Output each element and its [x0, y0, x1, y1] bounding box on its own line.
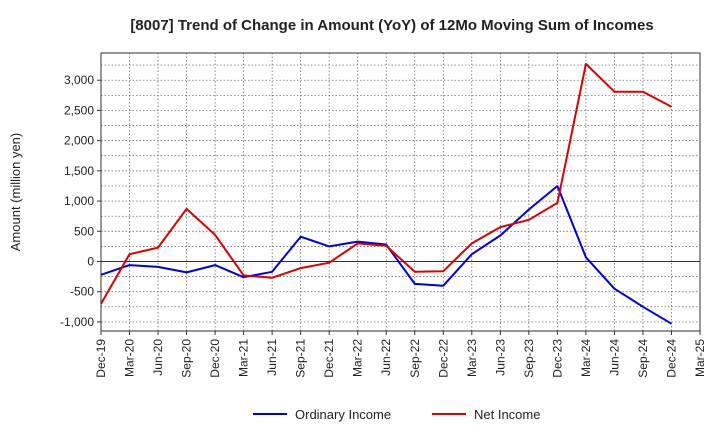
y-tick-label: 1,500	[64, 164, 94, 178]
x-tick-label: Sep-22	[408, 339, 422, 378]
x-tick-label: Mar-20	[123, 339, 137, 377]
chart-title: [8007] Trend of Change in Amount (YoY) o…	[130, 17, 653, 34]
x-tick-label: Mar-23	[465, 339, 479, 377]
x-tick-label: Sep-20	[180, 339, 194, 378]
x-tick-label: Jun-20	[151, 339, 165, 376]
plot-background	[101, 53, 700, 331]
y-tick-label: 500	[74, 224, 94, 238]
y-tick-label: 0	[87, 255, 94, 269]
y-tick-label: -500	[70, 285, 94, 299]
x-tick-label: Sep-23	[522, 339, 536, 378]
x-tick-label: Dec-24	[664, 339, 678, 378]
series-line-ordinary-income	[100, 185, 673, 325]
x-tick-label: Jun-21	[265, 339, 279, 376]
x-tick-label: Dec-19	[94, 339, 108, 378]
y-tick-label: 2,000	[64, 134, 94, 148]
y-axis-label: Amount (million yen)	[8, 133, 23, 252]
series-line-net-income	[100, 62, 672, 305]
legend-label-net-income: Net Income	[474, 407, 540, 422]
x-tick-label: Mar-25	[693, 339, 707, 377]
x-tick-label: Dec-22	[436, 339, 450, 378]
legend-label-ordinary-income: Ordinary Income	[295, 407, 391, 422]
x-tick-label: Mar-21	[237, 339, 251, 377]
x-tick-label: Jun-23	[493, 339, 507, 376]
plot-border	[100, 52, 701, 332]
x-tick-label: Dec-23	[550, 339, 564, 378]
x-tick-label: Mar-24	[579, 339, 593, 377]
y-tick-label: -1,000	[60, 315, 94, 329]
x-tick-label: Sep-21	[294, 339, 308, 378]
plot-area: -1,000 -500 0 500 1,000 1,500 2,000 2,500 3,000 D…	[60, 52, 707, 378]
y-tick-label: 3,000	[64, 73, 94, 87]
x-tick-label: Mar-22	[351, 339, 365, 377]
x-tick-label: Sep-24	[636, 339, 650, 378]
y-tick-label: 1,000	[64, 194, 94, 208]
legend: Ordinary Income Net Income	[253, 407, 540, 422]
x-tick-label: Jun-22	[379, 339, 393, 376]
x-tick-label: Dec-21	[322, 339, 336, 378]
y-tick-label: 2,500	[64, 103, 94, 117]
x-tick-label: Jun-24	[607, 339, 621, 376]
x-tick-label: Dec-20	[208, 339, 222, 378]
